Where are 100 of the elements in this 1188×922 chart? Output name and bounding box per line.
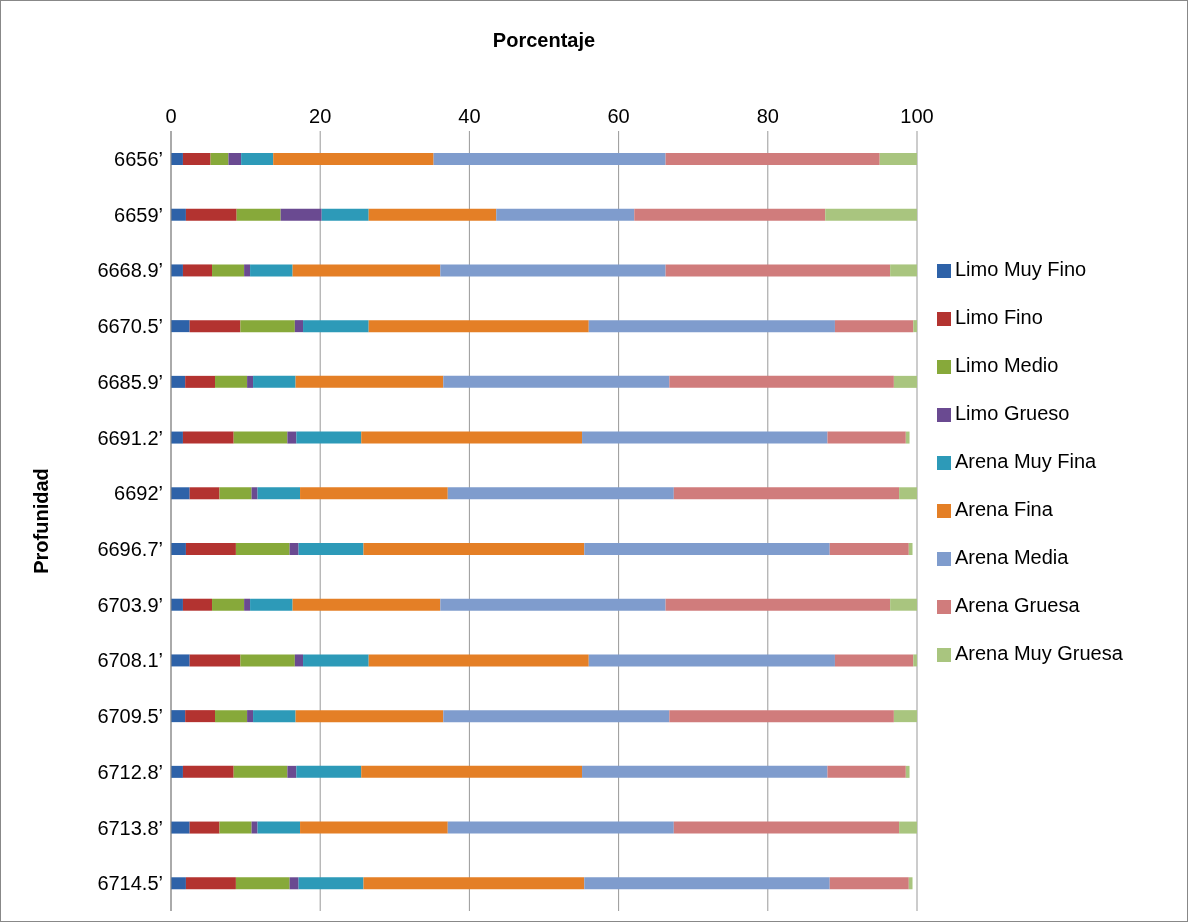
bar	[669, 710, 894, 723]
bar	[361, 765, 583, 778]
bar	[827, 431, 906, 444]
bar	[665, 264, 891, 277]
bar	[673, 821, 900, 834]
bar	[300, 821, 448, 834]
bar	[171, 765, 183, 778]
bar	[171, 877, 186, 890]
bar	[215, 375, 248, 388]
bar	[447, 487, 674, 500]
bar	[171, 543, 186, 555]
y-tick-label: 6692’	[114, 482, 163, 505]
bar	[233, 765, 288, 778]
bar	[295, 710, 444, 723]
bar	[257, 821, 301, 834]
bar	[294, 320, 304, 333]
bar	[240, 654, 295, 667]
bar	[185, 877, 236, 890]
bar	[235, 877, 290, 890]
y-tick-label: 6708.1’	[97, 649, 163, 672]
bar	[182, 765, 234, 778]
y-tick-label: 6656’	[114, 147, 163, 170]
legend-label: Arena Gruesa	[955, 594, 1080, 616]
bar	[171, 598, 183, 611]
bar	[240, 320, 295, 333]
bar	[673, 487, 900, 500]
bar	[303, 654, 369, 667]
y-tick-label: 6713.8’	[97, 816, 163, 839]
bar	[189, 821, 220, 834]
bar	[253, 375, 296, 388]
legend-label: Arena Media	[955, 546, 1069, 568]
bar	[368, 320, 589, 333]
bar	[321, 208, 369, 221]
bar	[233, 431, 288, 444]
y-tick-label: 6691.2’	[97, 426, 163, 449]
bar	[247, 710, 254, 723]
bar	[250, 264, 293, 277]
y-tick-label: 6670.5’	[97, 315, 163, 338]
bar	[212, 598, 245, 611]
bar	[890, 598, 917, 611]
y-tick-label: 6714.5’	[97, 872, 163, 895]
bar	[247, 375, 254, 388]
bar	[443, 375, 670, 388]
bar	[908, 543, 913, 555]
bar	[825, 208, 917, 221]
bar	[440, 598, 666, 611]
bar	[185, 208, 237, 221]
bar	[294, 654, 304, 667]
bar	[228, 153, 242, 165]
bar	[171, 821, 190, 834]
x-tick-label: 60	[607, 105, 630, 127]
y-tick-label: 6696.7’	[97, 537, 163, 560]
bar	[296, 431, 362, 444]
bar	[582, 431, 828, 444]
bar	[303, 320, 369, 333]
bar	[244, 264, 251, 277]
bar	[443, 710, 670, 723]
x-axis-title: Porcentaje	[492, 29, 596, 52]
y-tick-label: 6659’	[114, 203, 163, 226]
bar	[189, 654, 241, 667]
y-tick-label: 6712.8’	[97, 760, 163, 783]
x-tick-label: 0	[165, 105, 177, 127]
bar	[363, 543, 585, 555]
legend-label: Arena Muy Gruesa	[955, 642, 1123, 664]
legend-label: Limo Grueso	[955, 402, 1070, 424]
x-tick-label: 80	[756, 105, 779, 127]
bar	[899, 821, 917, 834]
bar	[189, 487, 220, 500]
bar	[296, 765, 362, 778]
bar	[236, 208, 281, 221]
bar	[182, 431, 234, 444]
bar	[251, 821, 258, 834]
bar	[289, 877, 299, 890]
bar	[292, 598, 441, 611]
bar	[182, 153, 211, 165]
bar	[171, 264, 183, 277]
bar	[280, 208, 322, 221]
bar	[171, 153, 183, 165]
y-tick-label: 6668.9’	[97, 259, 163, 282]
bar	[361, 431, 583, 444]
bar	[829, 877, 909, 890]
y-tick-label: 6685.9’	[97, 370, 163, 393]
bar	[212, 264, 245, 277]
bar	[171, 208, 186, 221]
legend-label: Arena Muy Fina	[955, 450, 1097, 472]
bar	[210, 153, 229, 165]
bar	[171, 431, 183, 444]
bar	[893, 710, 917, 723]
bar	[834, 654, 914, 667]
bar	[273, 153, 434, 165]
bar	[665, 598, 891, 611]
bar	[669, 375, 894, 388]
bar	[287, 765, 297, 778]
bar	[185, 543, 236, 555]
bar	[171, 320, 190, 333]
bar	[298, 877, 364, 890]
legend-label: Arena Fina	[955, 498, 1053, 520]
bar	[300, 487, 448, 500]
bar	[433, 153, 666, 165]
bar	[295, 375, 444, 388]
